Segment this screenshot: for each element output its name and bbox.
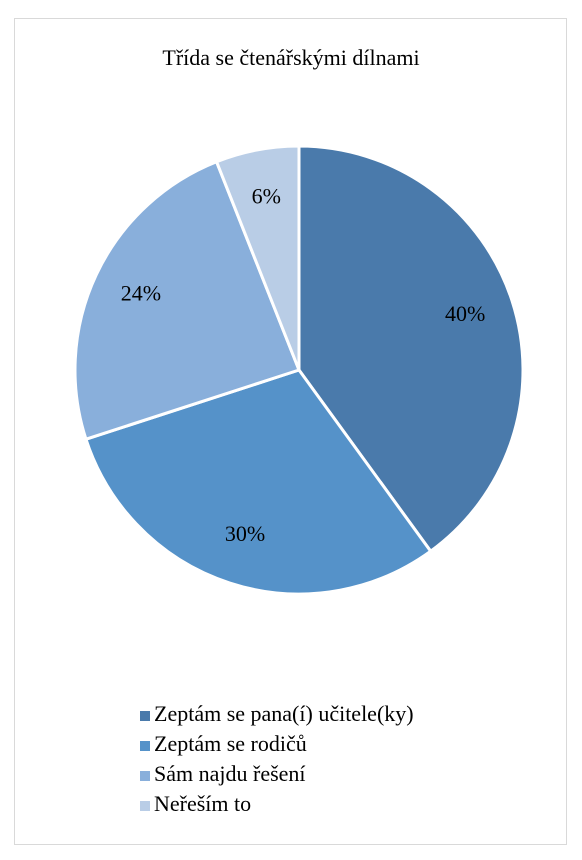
data-label: 40% <box>445 301 485 326</box>
legend-swatch <box>140 801 150 811</box>
legend-label: Zeptám se rodičů <box>154 731 307 756</box>
pie-slice <box>297 144 525 554</box>
legend-swatch <box>140 711 150 721</box>
legend-swatch <box>140 771 150 781</box>
data-label: 30% <box>225 521 265 546</box>
chart-title: Třída se čtenářskými dílnami <box>162 45 419 70</box>
legend-label: Neřeším to <box>154 791 251 816</box>
legend-label: Sám najdu řešení <box>154 761 306 786</box>
pie-slice <box>214 144 301 371</box>
pie-slice <box>84 368 433 596</box>
data-label: 6% <box>252 183 281 208</box>
legend-swatch <box>140 741 150 751</box>
data-label: 24% <box>121 281 161 306</box>
legend-label: Zeptám se pana(í) učitele(ky) <box>154 701 414 726</box>
